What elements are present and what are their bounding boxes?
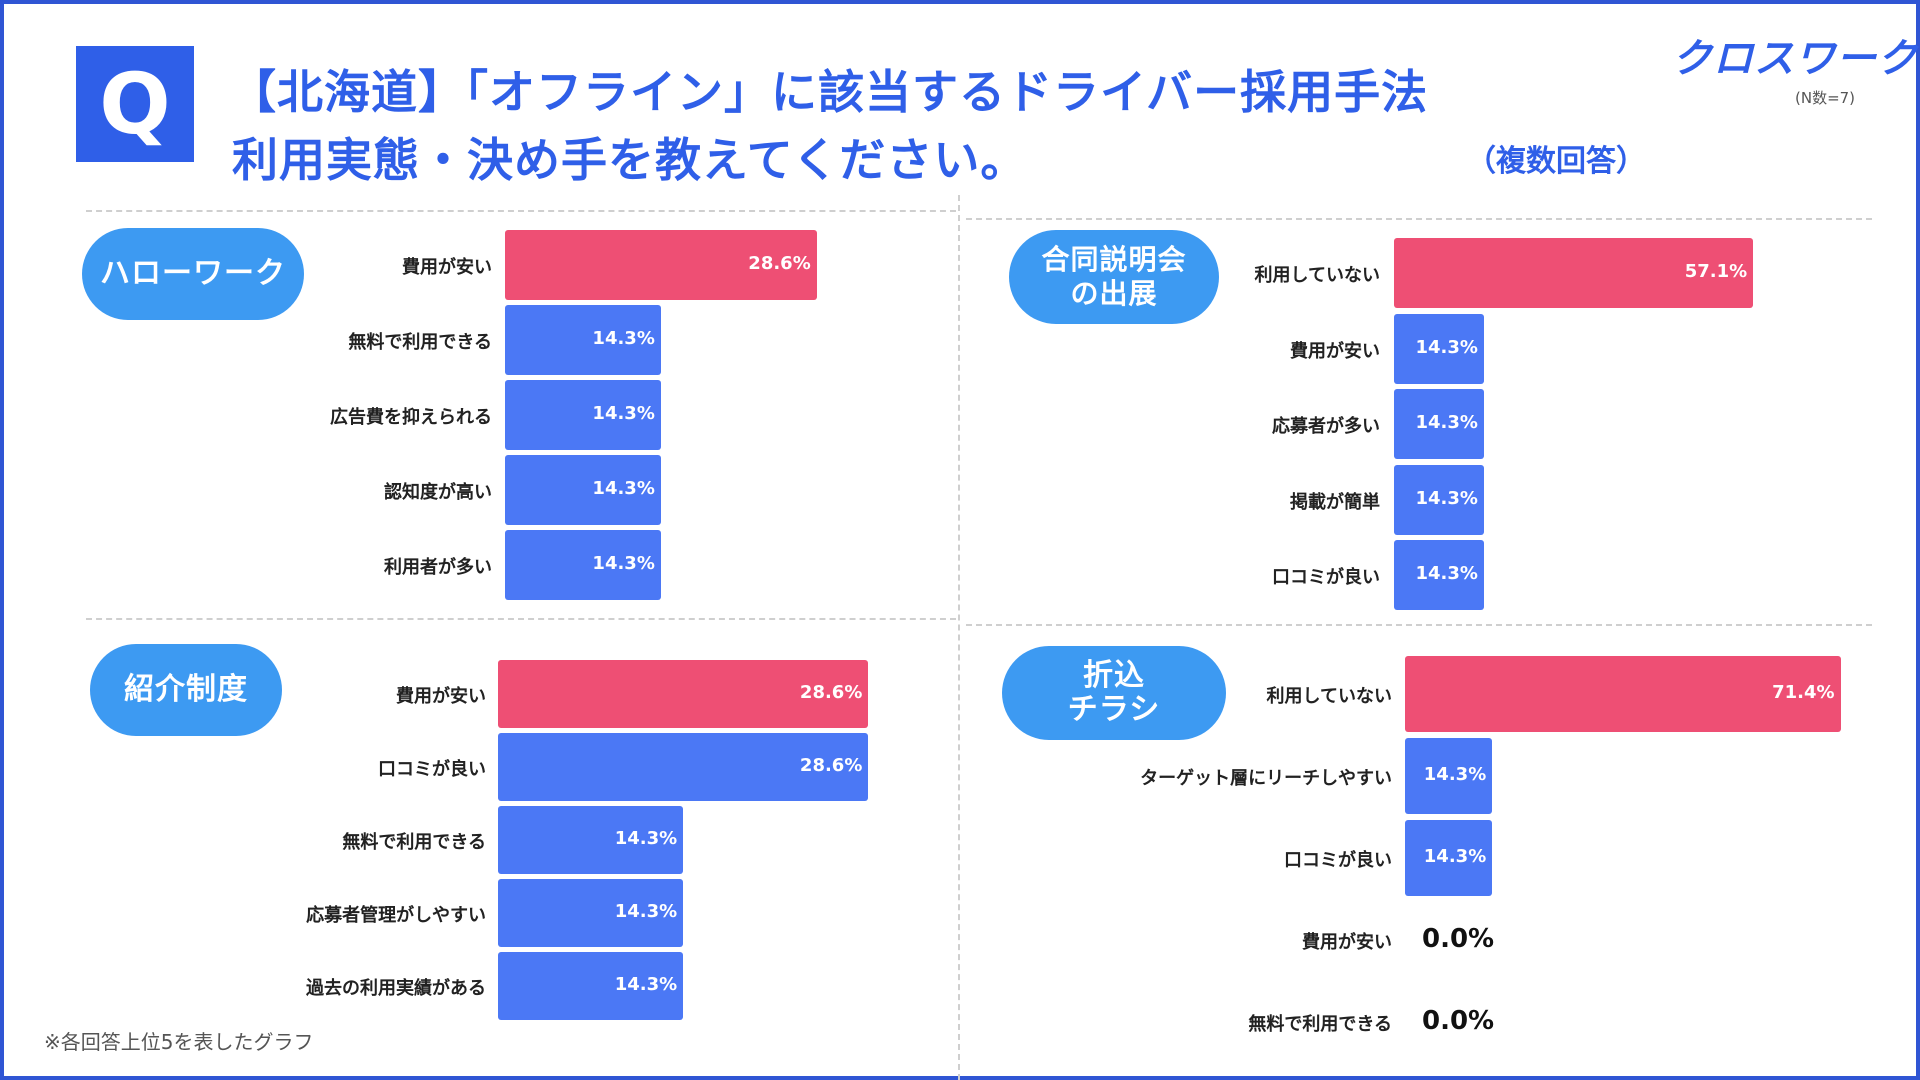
bar-category-label: 広告費を抑えられる [330, 407, 492, 428]
bar-mark [1405, 820, 1493, 896]
bar-category-label: 費用が安い [402, 257, 492, 278]
bar-value-label: 28.6% [799, 682, 863, 703]
bar-value-label: 14.3% [592, 553, 655, 574]
category-pill-flyer: 折込 チラシ [1002, 646, 1226, 740]
category-pill-referral: 紹介制度 [90, 644, 282, 736]
bar-category-label: ターゲット層にリーチしやすい [1140, 768, 1392, 789]
bar-mark [1405, 656, 1841, 732]
bar-category-label: 利用していない [1254, 265, 1380, 286]
bar-mark [498, 806, 684, 874]
bar-category-label: 無料で利用できる [348, 332, 492, 353]
bar-value-label: 57.1% [1684, 261, 1748, 282]
bar-category-label: 掲載が簡単 [1290, 491, 1380, 513]
bar-category-label: 利用者が多い [384, 557, 492, 578]
bar-value-label: 14.3% [1415, 563, 1478, 584]
bar-value-label: 28.6% [748, 253, 811, 274]
divider-vertical [958, 195, 960, 1080]
bar-mark [505, 380, 661, 450]
bar-value-label: 14.3% [614, 828, 678, 849]
bar-mark [1394, 313, 1484, 384]
page-title-line1: 【北海道】「オフライン」に該当するドライバー採用手法 [230, 65, 1429, 119]
bar-category-label: 費用が安い [1302, 932, 1392, 953]
bar-category-label: 口コミが良い [1272, 567, 1380, 588]
bar-category-label: 無料で利用できる [342, 832, 486, 853]
bar-value-label: 14.3% [1423, 846, 1487, 867]
category-pill-job-fair: 合同説明会 の出展 [1009, 230, 1219, 324]
bar-mark [1394, 540, 1484, 610]
bar-category-label: 口コミが良い [378, 759, 486, 780]
bar-value-label: 14.3% [614, 974, 678, 995]
bar-mark [1394, 464, 1484, 535]
bar-category-label: 過去の利用実績がある [306, 978, 486, 999]
category-title: 折込 チラシ [1068, 659, 1160, 727]
bar-value-label: 71.4% [1772, 682, 1835, 703]
bar-mark [505, 305, 661, 375]
bar-value-label: 14.3% [592, 403, 655, 424]
category-title-line: チラシ [1067, 692, 1161, 727]
category-title: 紹介制度 [124, 672, 248, 707]
bar-value-label: 0.0% [1422, 924, 1495, 954]
category-title: 合同説明会 の出展 [1041, 243, 1186, 311]
bar-category-label: 費用が安い [396, 686, 486, 707]
category-title-line: の出展 [1070, 277, 1158, 310]
bar-category-label: 認知度が高い [384, 482, 492, 503]
multiple-answer-note: （複数回答） [1466, 144, 1646, 179]
bar-mark [505, 230, 817, 300]
bar-mark [498, 660, 869, 728]
bar-value-label: 14.3% [1415, 336, 1478, 358]
category-title-line: 折込 [1083, 658, 1145, 693]
bar-value-label: 14.3% [614, 901, 678, 922]
bar-category-label: 口コミが良い [1284, 850, 1392, 871]
divider-top-right [966, 218, 1872, 220]
bar-mark [505, 530, 661, 600]
bar-category-label: 応募者が多い [1272, 416, 1380, 437]
bar-value-label: 14.3% [1423, 764, 1487, 785]
bar-value-label: 14.3% [1415, 412, 1478, 433]
bar-value-label: 0.0% [1422, 1006, 1495, 1036]
div.footnote: ※各回答上位5を表したグラフ [44, 1030, 314, 1054]
bar-value-label: 28.6% [799, 755, 863, 776]
bar-category-label: 費用が安い [1290, 340, 1380, 362]
bar-category-label: 利用していない [1266, 686, 1392, 707]
category-pill-hellowork: ハローワーク [82, 228, 304, 320]
divider-mid-right [966, 624, 1872, 626]
bar-value-label: 14.3% [1415, 487, 1478, 509]
bar-mark [1394, 389, 1484, 459]
page-title-line2: 利用実態・決め手を教えてください。 [232, 133, 1028, 187]
category-title: ハローワーク [100, 256, 286, 291]
divider-mid-left [86, 618, 956, 620]
brand-logo: クロスワーク [1672, 36, 1918, 82]
bar-mark [1394, 238, 1754, 308]
bar-category-label: 応募者管理がしやすい [306, 905, 486, 926]
bar-mark [498, 879, 684, 947]
sample-size: (N数=7) [1795, 89, 1856, 107]
bar-mark [498, 733, 869, 801]
question-badge: Q [76, 46, 194, 162]
bar-category-label: 無料で利用できる [1248, 1014, 1392, 1035]
bar-value-label: 14.3% [592, 478, 655, 499]
bar-mark [505, 455, 661, 525]
category-title-line: 合同説明会 [1041, 243, 1187, 276]
bar-value-label: 14.3% [592, 328, 655, 349]
bar-mark [1405, 738, 1493, 814]
divider-top-left [86, 210, 956, 212]
bar-mark [498, 952, 684, 1020]
